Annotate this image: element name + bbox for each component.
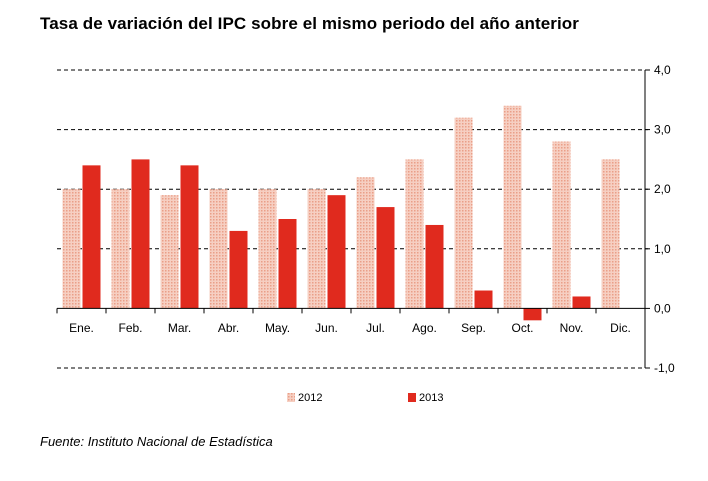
- bar-2013: [278, 219, 297, 309]
- x-tick-label: Mar.: [168, 321, 191, 335]
- bar-2013: [425, 224, 444, 309]
- x-tick-label: May.: [265, 321, 290, 335]
- bar-2012: [454, 117, 473, 309]
- bar-2012: [209, 189, 228, 309]
- bar-2012: [62, 189, 81, 309]
- bar-2013: [229, 230, 248, 309]
- bar-2012: [307, 189, 326, 309]
- bar-2012: [356, 177, 375, 309]
- y-tick-label: 2,0: [654, 182, 671, 196]
- bar-2013: [327, 195, 346, 309]
- x-tick-label: Feb.: [118, 321, 142, 335]
- x-tick-label: Ene.: [69, 321, 94, 335]
- gridlines: [57, 69, 648, 369]
- bar-2013: [376, 207, 395, 309]
- bar-2012: [552, 141, 571, 309]
- bar-2012: [503, 105, 522, 309]
- x-tick-label: Sep.: [461, 321, 486, 335]
- y-tick-label: 1,0: [654, 242, 671, 256]
- legend-swatch: [408, 393, 416, 402]
- bar-2012: [405, 159, 424, 309]
- x-tick-label: Oct.: [511, 321, 533, 335]
- bar-2013: [180, 165, 199, 309]
- bar-2012: [601, 159, 620, 309]
- legend: 2012 2013: [287, 392, 443, 404]
- y-tick-label: 3,0: [654, 123, 671, 137]
- legend-swatch: [287, 393, 295, 402]
- bar-2012: [111, 189, 130, 309]
- x-tick-label: Jun.: [315, 321, 338, 335]
- bar-2013: [572, 296, 591, 309]
- bar-2013: [82, 165, 101, 309]
- y-tick-label: 4,0: [654, 63, 671, 77]
- source-note: Fuente: Instituto Nacional de Estadístic…: [40, 434, 273, 449]
- bar-2013: [131, 159, 150, 309]
- x-tick-label: Nov.: [560, 321, 584, 335]
- bar-2013: [523, 308, 542, 321]
- x-tick-label: Abr.: [218, 321, 239, 335]
- bar-2012: [258, 189, 277, 309]
- bar-2012: [160, 195, 179, 309]
- bars: [62, 105, 620, 321]
- axes: [56, 69, 650, 369]
- chart-title: Tasa de variación del IPC sobre el mismo…: [40, 14, 580, 33]
- x-tick-label: Ago.: [412, 321, 437, 335]
- legend-label: 2013: [419, 392, 443, 404]
- y-tick-label: 0,0: [654, 301, 671, 315]
- y-tick-label: -1,0: [654, 361, 675, 375]
- legend-label: 2012: [298, 392, 322, 404]
- x-tick-label: Dic.: [610, 321, 631, 335]
- x-tick-label: Jul.: [366, 321, 385, 335]
- bar-2013: [474, 290, 493, 309]
- tick-labels: -1,0 0,0 1,0 2,0 3,0 4,0 Ene. Feb. Mar. Abr. May. J…: [69, 63, 675, 375]
